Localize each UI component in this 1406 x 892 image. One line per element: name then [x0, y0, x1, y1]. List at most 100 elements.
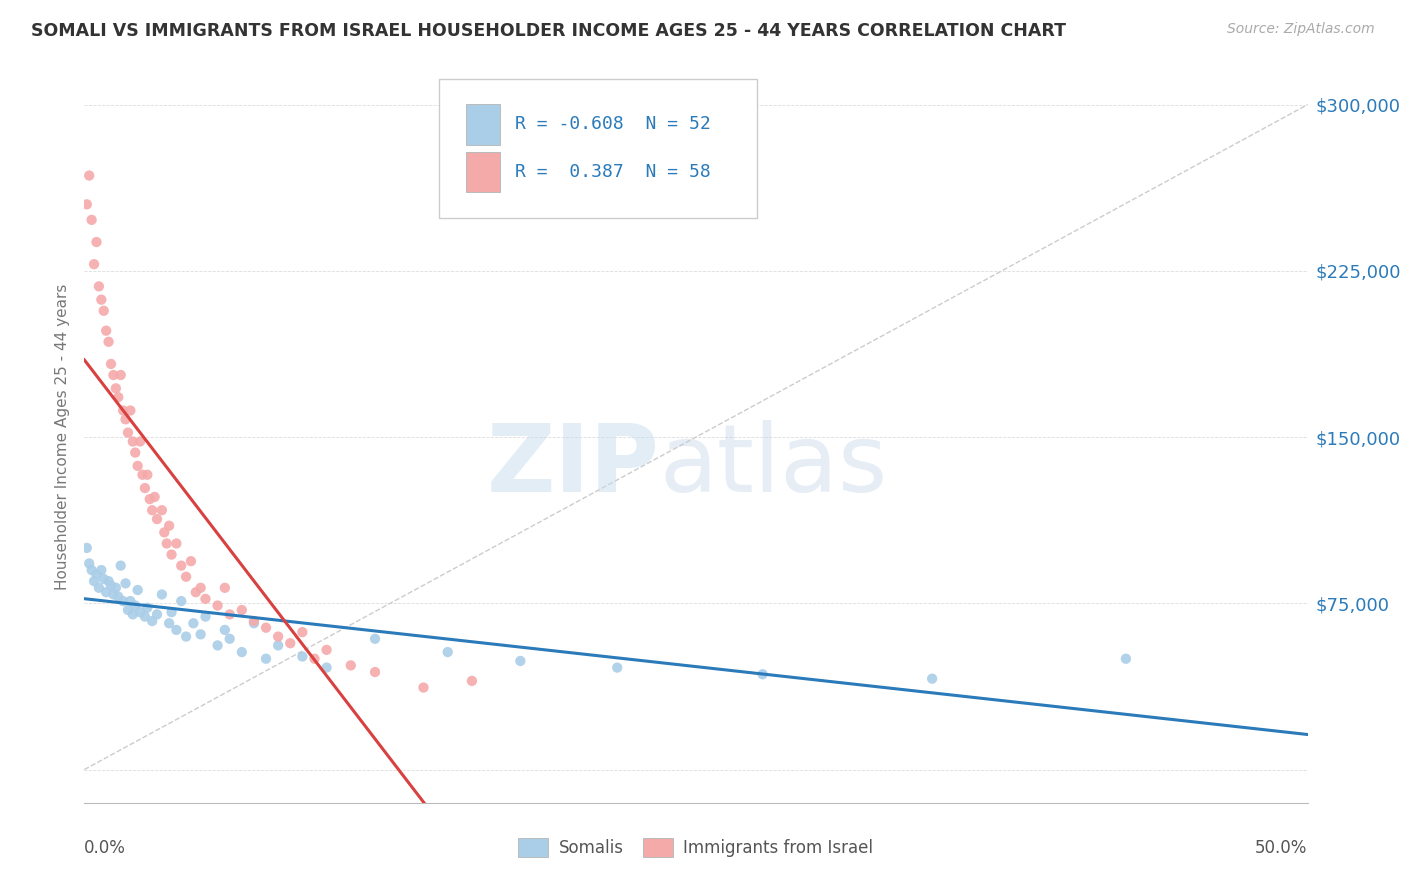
Point — [87, 581, 110, 595]
Point — [97, 334, 120, 349]
Point — [97, 574, 120, 589]
Point — [124, 599, 146, 613]
Point — [136, 600, 159, 615]
Point — [436, 645, 458, 659]
FancyBboxPatch shape — [465, 104, 501, 145]
Point — [134, 609, 156, 624]
Point — [143, 490, 166, 504]
Point — [117, 603, 139, 617]
Point — [412, 681, 434, 695]
Point — [80, 563, 103, 577]
Point — [207, 599, 229, 613]
Point — [107, 590, 129, 604]
Point — [183, 616, 205, 631]
Point — [160, 548, 183, 562]
Point — [120, 594, 142, 608]
Point — [153, 525, 176, 540]
Point — [136, 467, 159, 482]
Point — [103, 587, 125, 601]
Point — [139, 492, 162, 507]
Point — [93, 572, 115, 586]
Point — [150, 587, 173, 601]
Text: SOMALI VS IMMIGRANTS FROM ISRAEL HOUSEHOLDER INCOME AGES 25 - 44 YEARS CORRELATI: SOMALI VS IMMIGRANTS FROM ISRAEL HOUSEHO… — [31, 22, 1066, 40]
Point — [174, 630, 197, 644]
Point — [461, 673, 484, 688]
Point — [77, 169, 100, 183]
Point — [141, 503, 163, 517]
Point — [340, 658, 363, 673]
Text: ZIP: ZIP — [486, 420, 659, 512]
Point — [190, 581, 212, 595]
Text: R =  0.387  N = 58: R = 0.387 N = 58 — [515, 162, 710, 180]
Point — [93, 303, 115, 318]
Point — [267, 630, 290, 644]
Point — [170, 594, 193, 608]
Y-axis label: Householder Income Ages 25 - 44 years: Householder Income Ages 25 - 44 years — [55, 284, 70, 591]
Point — [103, 368, 125, 382]
Point — [87, 279, 110, 293]
Text: R = -0.608  N = 52: R = -0.608 N = 52 — [515, 115, 710, 133]
Point — [100, 578, 122, 592]
Point — [112, 594, 135, 608]
Point — [509, 654, 531, 668]
Point — [90, 293, 112, 307]
Point — [207, 639, 229, 653]
Point — [1115, 651, 1137, 665]
Point — [110, 368, 132, 382]
Point — [76, 541, 98, 555]
Point — [104, 381, 127, 395]
Point — [134, 481, 156, 495]
Point — [129, 605, 152, 619]
Point — [80, 212, 103, 227]
Point — [160, 605, 183, 619]
Point — [231, 603, 253, 617]
Point — [243, 616, 266, 631]
Point — [254, 651, 277, 665]
Point — [141, 614, 163, 628]
Point — [146, 512, 169, 526]
Point — [150, 503, 173, 517]
FancyBboxPatch shape — [439, 78, 758, 218]
Point — [243, 614, 266, 628]
Point — [214, 623, 236, 637]
Point — [231, 645, 253, 659]
Point — [214, 581, 236, 595]
Point — [146, 607, 169, 622]
Point — [90, 563, 112, 577]
Point — [165, 536, 187, 550]
Point — [157, 616, 180, 631]
Point — [315, 643, 337, 657]
Point — [121, 607, 143, 622]
Point — [218, 632, 240, 646]
Point — [77, 557, 100, 571]
Point — [218, 607, 240, 622]
Point — [291, 625, 314, 640]
Point — [83, 574, 105, 589]
Point — [121, 434, 143, 449]
Point — [165, 623, 187, 637]
Point — [174, 570, 197, 584]
Point — [364, 632, 387, 646]
Text: 0.0%: 0.0% — [84, 839, 127, 857]
Point — [267, 639, 290, 653]
Point — [110, 558, 132, 573]
Point — [86, 235, 108, 249]
Point — [156, 536, 179, 550]
Point — [315, 660, 337, 674]
Point — [86, 567, 108, 582]
Text: 50.0%: 50.0% — [1256, 839, 1308, 857]
Point — [117, 425, 139, 440]
Point — [104, 581, 127, 595]
Point — [114, 412, 136, 426]
Point — [127, 458, 149, 473]
Point — [190, 627, 212, 641]
Point — [96, 585, 118, 599]
Point — [921, 672, 943, 686]
Point — [606, 660, 628, 674]
Point — [124, 445, 146, 459]
Point — [364, 665, 387, 679]
Point — [751, 667, 773, 681]
Point — [129, 434, 152, 449]
Legend: Somalis, Immigrants from Israel: Somalis, Immigrants from Israel — [512, 831, 880, 864]
Point — [127, 582, 149, 597]
